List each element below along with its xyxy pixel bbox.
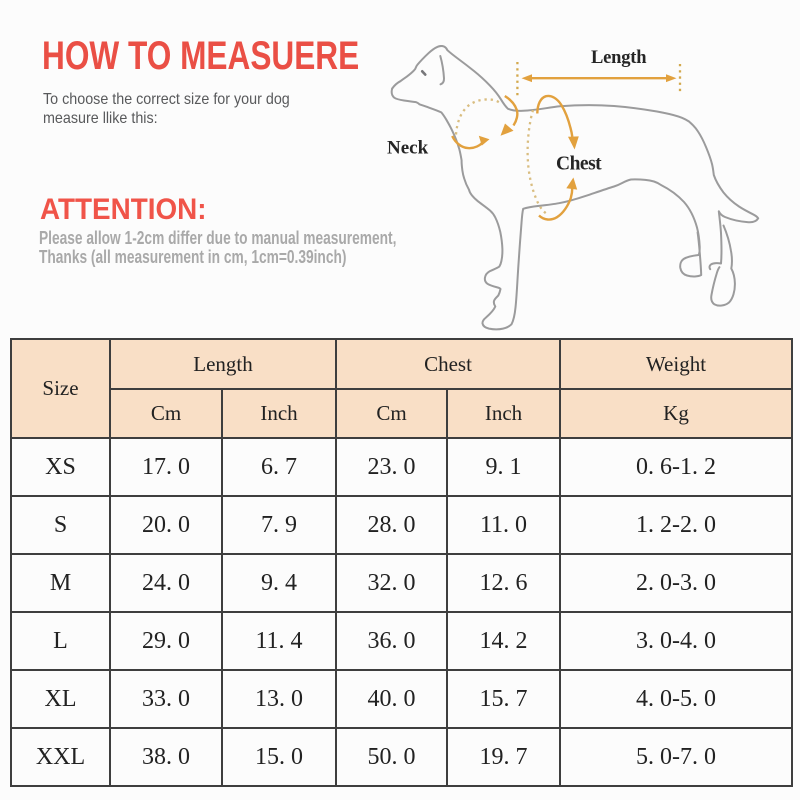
svg-text:Length: Length	[591, 48, 647, 68]
svg-text:Chest: Chest	[556, 154, 602, 175]
svg-text:Neck: Neck	[387, 138, 429, 159]
